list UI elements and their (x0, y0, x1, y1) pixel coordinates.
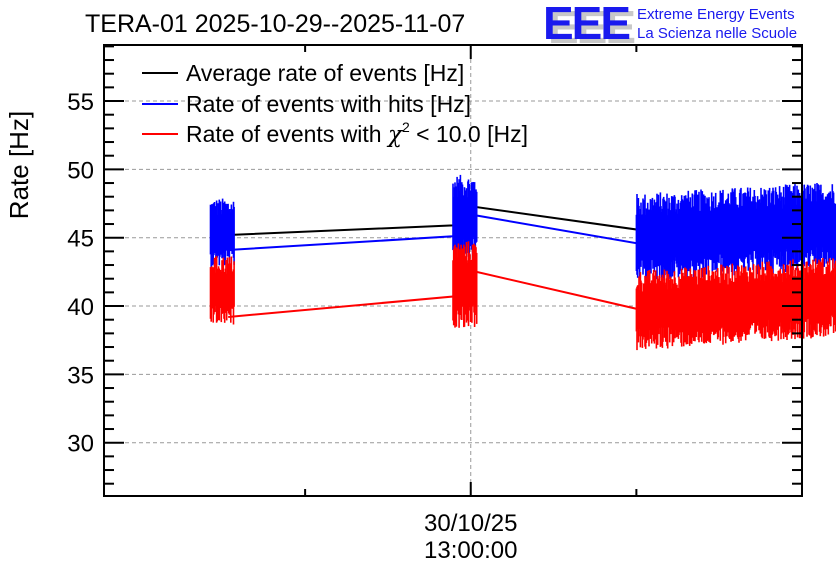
data-cluster (209, 198, 235, 268)
legend-item-chi2: Rate of events with χ2 < 10.0 [Hz] (142, 119, 528, 148)
logo-line-2: La Scienza nelle Scuole (637, 25, 797, 42)
data-cluster-core (453, 264, 477, 304)
x-tick-label-time: 13:00:00 (424, 537, 517, 564)
y-tick-label: 45 (67, 226, 94, 253)
data-cluster (209, 255, 235, 325)
logo-mark: EEE (543, 0, 629, 49)
legend-label-chi2: Rate of events with χ2 < 10.0 [Hz] (186, 119, 528, 148)
legend-label-average: Average rate of events [Hz] (186, 60, 464, 86)
plot-area (209, 174, 836, 351)
y-tick-label: 55 (67, 89, 94, 116)
legend-item-hits: Rate of events with hits [Hz] (142, 91, 471, 117)
chart-title: TERA-01 2025-10-29--2025-11-07 (85, 10, 465, 38)
legend-chi2-suffix: < 10.0 [Hz] (410, 121, 528, 147)
legend-chi2-prefix: Rate of events with (186, 121, 388, 147)
series-1 (209, 174, 836, 282)
logo-line-1: Extreme Energy Events (637, 6, 795, 23)
legend-item-average: Average rate of events [Hz] (142, 60, 464, 86)
data-cluster (635, 183, 836, 282)
data-cluster (452, 174, 478, 257)
y-axis-title: Rate [Hz] (4, 111, 34, 219)
legend: Average rate of events [Hz] Rate of even… (142, 60, 528, 148)
x-tick-label-date: 30/10/25 (424, 510, 517, 537)
data-cluster (452, 241, 478, 328)
axes: 30354045505530/10/2513:00:0003/11/2501:0… (67, 44, 803, 564)
legend-chi2-symbol: χ (386, 122, 404, 148)
data-cluster (635, 258, 836, 351)
series-2 (209, 241, 836, 351)
legend-label-hits: Rate of events with hits [Hz] (186, 91, 471, 117)
data-cluster-core (210, 274, 235, 306)
legend-chi2-sup: 2 (402, 119, 410, 135)
y-tick-label: 40 (67, 294, 94, 321)
plot-frame (103, 44, 803, 497)
y-tick-label: 30 (67, 431, 94, 458)
data-cluster-core (453, 197, 477, 235)
y-tick-label: 50 (67, 157, 94, 184)
eee-logo: EEE EEE Extreme Energy Events La Scienza… (543, 0, 797, 53)
data-cluster-core (636, 205, 836, 258)
data-cluster-core (636, 278, 836, 329)
y-tick-label: 35 (67, 362, 94, 389)
data-cluster-core (210, 217, 235, 249)
